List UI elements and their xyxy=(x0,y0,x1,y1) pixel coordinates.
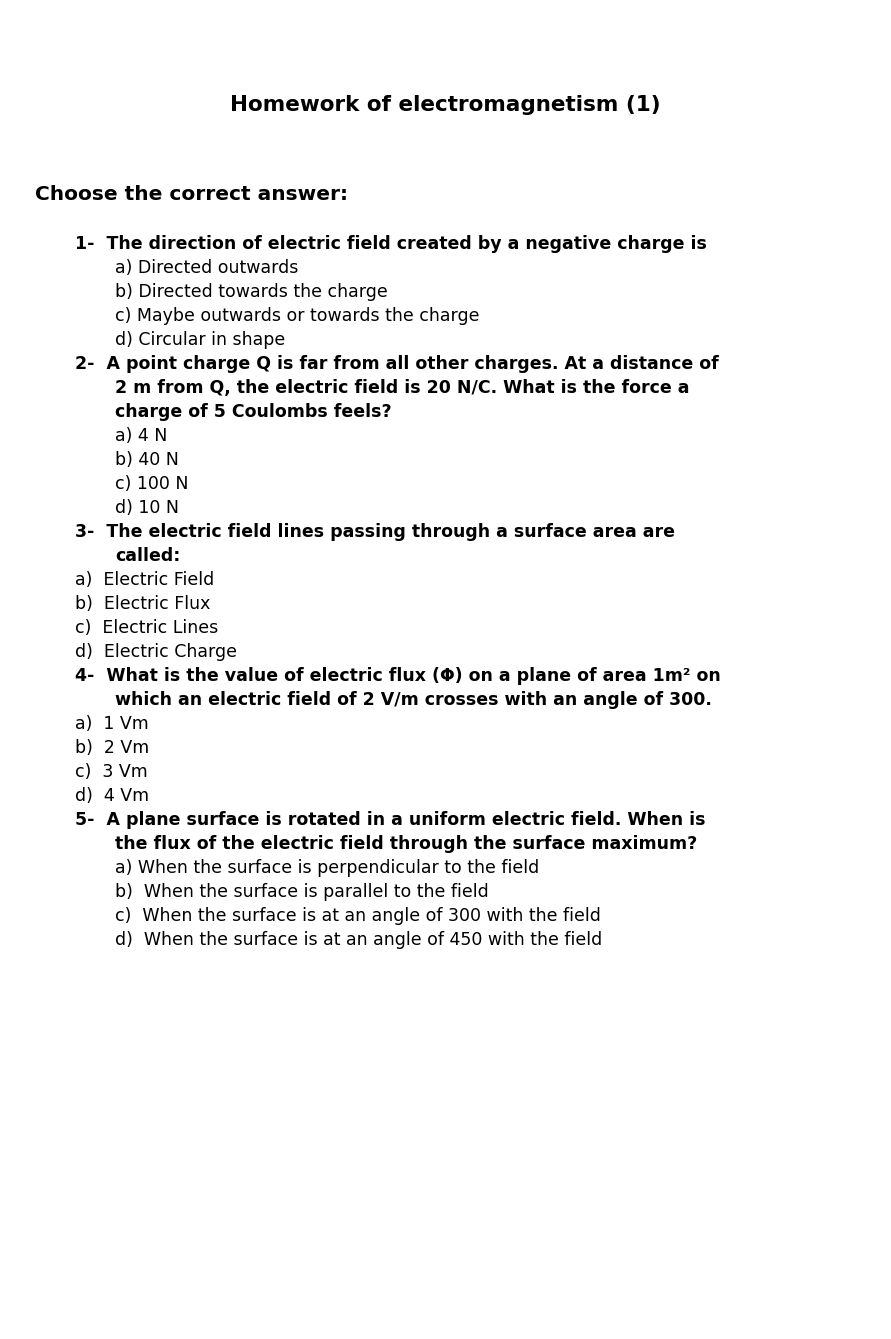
Text: d) 10 N: d) 10 N xyxy=(115,499,179,517)
Text: b)  When the surface is parallel to the field: b) When the surface is parallel to the f… xyxy=(115,882,489,901)
Text: a) When the surface is perpendicular to the field: a) When the surface is perpendicular to … xyxy=(115,860,539,877)
Text: c) 100 N: c) 100 N xyxy=(115,475,189,493)
Text: d)  4 Vm: d) 4 Vm xyxy=(75,787,149,805)
Text: 5-  A plane surface is rotated in a uniform electric field. When is: 5- A plane surface is rotated in a unifo… xyxy=(75,811,706,829)
Text: d)  Electric Charge: d) Electric Charge xyxy=(75,643,237,661)
Text: a) Directed outwards: a) Directed outwards xyxy=(115,258,298,277)
Text: Choose the correct answer:: Choose the correct answer: xyxy=(35,185,348,204)
Text: Homework of electromagnetism (1): Homework of electromagnetism (1) xyxy=(230,95,660,115)
Text: called:: called: xyxy=(115,548,180,565)
Text: a)  Electric Field: a) Electric Field xyxy=(75,570,214,589)
Text: 2 m from Q, the electric field is 20 N/C. What is the force a: 2 m from Q, the electric field is 20 N/C… xyxy=(115,379,690,396)
Text: d)  When the surface is at an angle of 450 with the field: d) When the surface is at an angle of 45… xyxy=(115,931,602,949)
Text: b)  Electric Flux: b) Electric Flux xyxy=(75,595,210,613)
Text: b) Directed towards the charge: b) Directed towards the charge xyxy=(115,283,388,301)
Text: charge of 5 Coulombs feels?: charge of 5 Coulombs feels? xyxy=(115,403,392,420)
Text: b)  2 Vm: b) 2 Vm xyxy=(75,739,150,757)
Text: c)  Electric Lines: c) Electric Lines xyxy=(75,619,218,637)
Text: 3-  The electric field lines passing through a surface area are: 3- The electric field lines passing thro… xyxy=(75,524,675,541)
Text: b) 40 N: b) 40 N xyxy=(115,451,179,469)
Text: a) 4 N: a) 4 N xyxy=(115,427,168,445)
Text: c)  3 Vm: c) 3 Vm xyxy=(75,763,148,781)
Text: which an electric field of 2 V/m crosses with an angle of 300.: which an electric field of 2 V/m crosses… xyxy=(115,691,712,708)
Text: c)  When the surface is at an angle of 300 with the field: c) When the surface is at an angle of 30… xyxy=(115,907,601,925)
Text: 2-  A point charge Q is far from all other charges. At a distance of: 2- A point charge Q is far from all othe… xyxy=(75,355,719,374)
Text: a)  1 Vm: a) 1 Vm xyxy=(75,715,149,732)
Text: 1-  The direction of electric field created by a negative charge is: 1- The direction of electric field creat… xyxy=(75,236,707,253)
Text: 4-  What is the value of electric flux (Φ) on a plane of area 1m² on: 4- What is the value of electric flux (Φ… xyxy=(75,667,721,686)
Text: d) Circular in shape: d) Circular in shape xyxy=(115,331,285,349)
Text: c) Maybe outwards or towards the charge: c) Maybe outwards or towards the charge xyxy=(115,307,479,325)
Text: the flux of the electric field through the surface maximum?: the flux of the electric field through t… xyxy=(115,836,698,853)
